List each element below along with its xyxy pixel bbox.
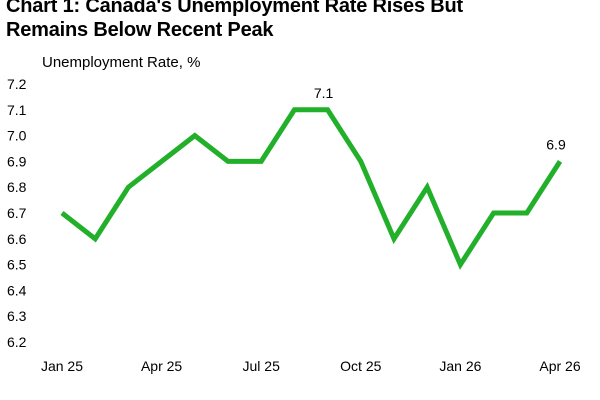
y-tick-label: 6.3 bbox=[7, 308, 27, 324]
y-tick-label: 6.9 bbox=[7, 153, 27, 169]
y-tick-label: 6.2 bbox=[7, 334, 27, 350]
y-tick-label: 7.1 bbox=[7, 102, 27, 118]
x-tick-label: Jan 26 bbox=[439, 358, 481, 374]
data-label: 6.9 bbox=[546, 136, 566, 152]
x-tick-label: Jan 25 bbox=[41, 358, 83, 374]
y-tick-label: 6.5 bbox=[7, 257, 27, 273]
x-tick-label: Apr 25 bbox=[141, 358, 182, 374]
y-axis-label: Unemployment Rate, % bbox=[42, 54, 201, 71]
y-tick-label: 6.7 bbox=[7, 205, 27, 221]
series-line bbox=[60, 107, 563, 270]
y-tick-label: 6.4 bbox=[7, 282, 27, 298]
data-label: 7.1 bbox=[314, 85, 334, 101]
y-tick-label: 6.6 bbox=[7, 231, 27, 247]
x-tick-label: Jul 25 bbox=[243, 358, 281, 374]
chart-title: Chart 1: Canada's Unemployment Rate Rise… bbox=[6, 0, 463, 42]
y-tick-label: 7.2 bbox=[7, 76, 27, 92]
x-tick-label: Oct 25 bbox=[340, 358, 381, 374]
chart-title-line-2: Remains Below Recent Peak bbox=[6, 19, 274, 41]
chart-title-line-1: Chart 1: Canada's Unemployment Rate Rise… bbox=[6, 0, 463, 17]
y-tick-label: 6.8 bbox=[7, 179, 27, 195]
x-tick-label: Apr 26 bbox=[539, 358, 580, 374]
y-tick-label: 7.0 bbox=[7, 128, 27, 144]
